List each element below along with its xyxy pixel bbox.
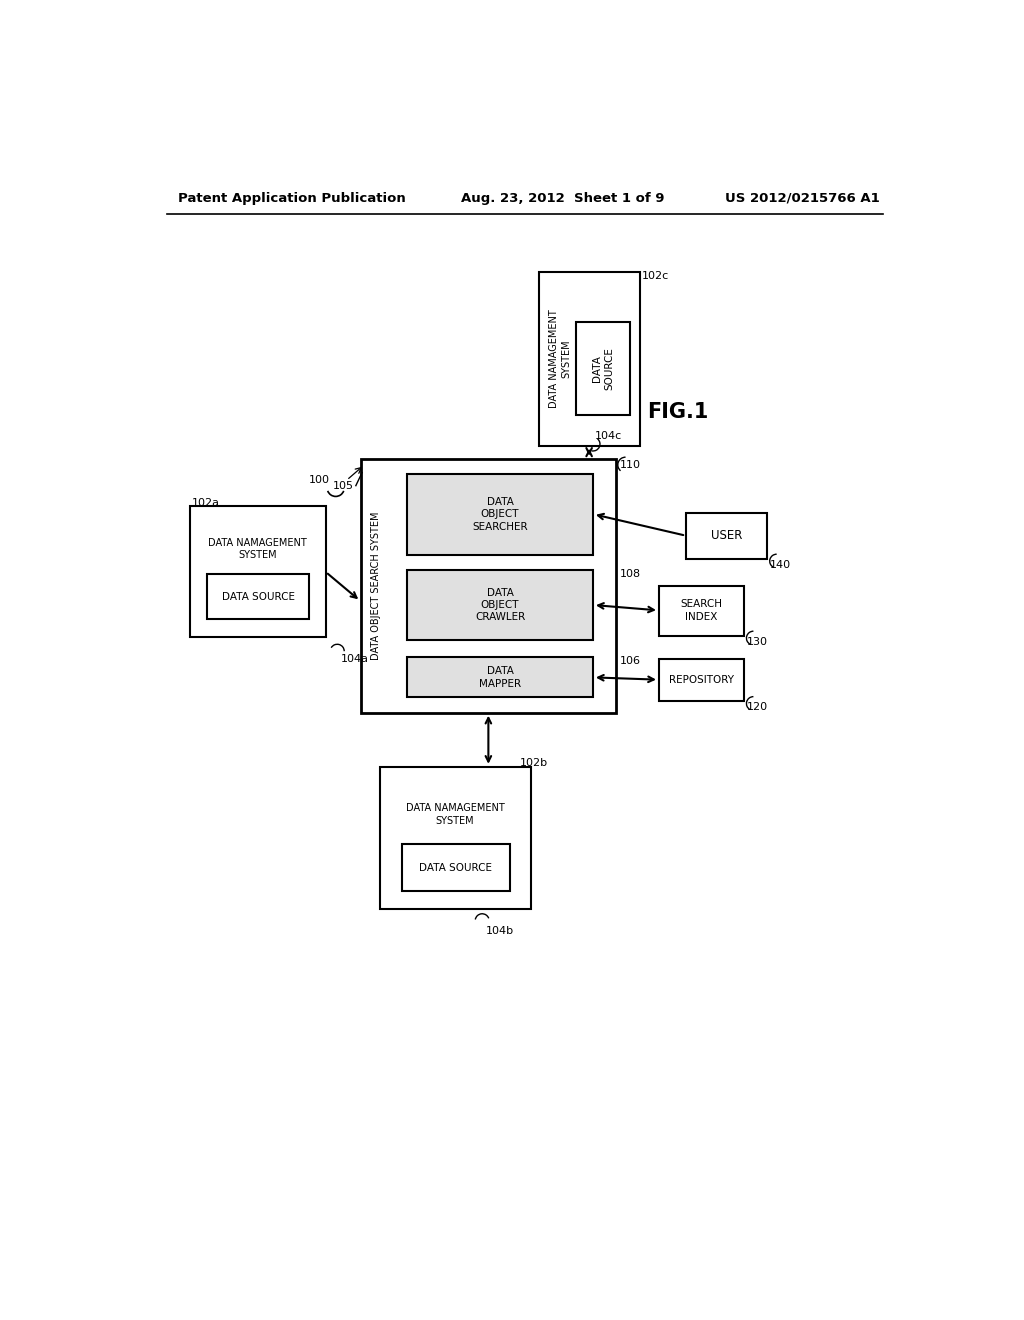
- Text: DATA SOURCE: DATA SOURCE: [419, 862, 493, 873]
- Bar: [658, 659, 744, 701]
- Text: 102b: 102b: [519, 758, 548, 768]
- Text: Patent Application Publication: Patent Application Publication: [178, 191, 407, 205]
- Bar: [407, 474, 593, 554]
- Text: DATA SOURCE: DATA SOURCE: [222, 591, 295, 602]
- Text: DATA
OBJECT
CRAWLER: DATA OBJECT CRAWLER: [475, 587, 525, 623]
- Bar: [407, 657, 593, 697]
- Text: 108: 108: [620, 569, 640, 579]
- Text: DATA NAMAGEMENT
SYSTEM: DATA NAMAGEMENT SYSTEM: [549, 309, 571, 408]
- Text: 104b: 104b: [486, 925, 514, 936]
- Text: 120: 120: [746, 702, 768, 713]
- Text: REPOSITORY: REPOSITORY: [669, 675, 734, 685]
- Text: US 2012/0215766 A1: US 2012/0215766 A1: [725, 191, 880, 205]
- Text: USER: USER: [711, 529, 742, 543]
- Text: DATA NAMAGEMENT
SYSTEM: DATA NAMAGEMENT SYSTEM: [208, 537, 307, 560]
- Text: DATA OBJECT SEARCH SYSTEM: DATA OBJECT SEARCH SYSTEM: [371, 511, 381, 660]
- Bar: [360, 459, 616, 713]
- Text: 130: 130: [746, 638, 767, 647]
- Text: 140: 140: [770, 560, 791, 570]
- Text: 100: 100: [308, 475, 330, 486]
- Text: DATA
SOURCE: DATA SOURCE: [592, 347, 614, 389]
- Bar: [207, 574, 309, 619]
- Text: 110: 110: [620, 459, 640, 470]
- Text: DATA NAMAGEMENT
SYSTEM: DATA NAMAGEMENT SYSTEM: [406, 804, 505, 825]
- Bar: [575, 322, 630, 414]
- Text: 102c: 102c: [642, 271, 669, 281]
- Bar: [380, 767, 531, 909]
- Text: Aug. 23, 2012  Sheet 1 of 9: Aug. 23, 2012 Sheet 1 of 9: [461, 191, 665, 205]
- Text: 106: 106: [620, 656, 640, 667]
- Text: 104c: 104c: [595, 432, 623, 441]
- Bar: [658, 586, 744, 636]
- Bar: [686, 512, 767, 558]
- Text: SEARCH
INDEX: SEARCH INDEX: [681, 599, 723, 622]
- Bar: [401, 843, 510, 891]
- Text: 105: 105: [333, 480, 354, 491]
- Bar: [539, 272, 640, 446]
- Bar: [190, 507, 326, 638]
- Text: 102a: 102a: [193, 498, 220, 508]
- Text: DATA
OBJECT
SEARCHER: DATA OBJECT SEARCHER: [472, 496, 527, 532]
- Text: DATA
MAPPER: DATA MAPPER: [479, 667, 521, 689]
- Bar: [407, 570, 593, 640]
- Text: FIG.1: FIG.1: [647, 403, 709, 422]
- Text: 104a: 104a: [341, 653, 369, 664]
